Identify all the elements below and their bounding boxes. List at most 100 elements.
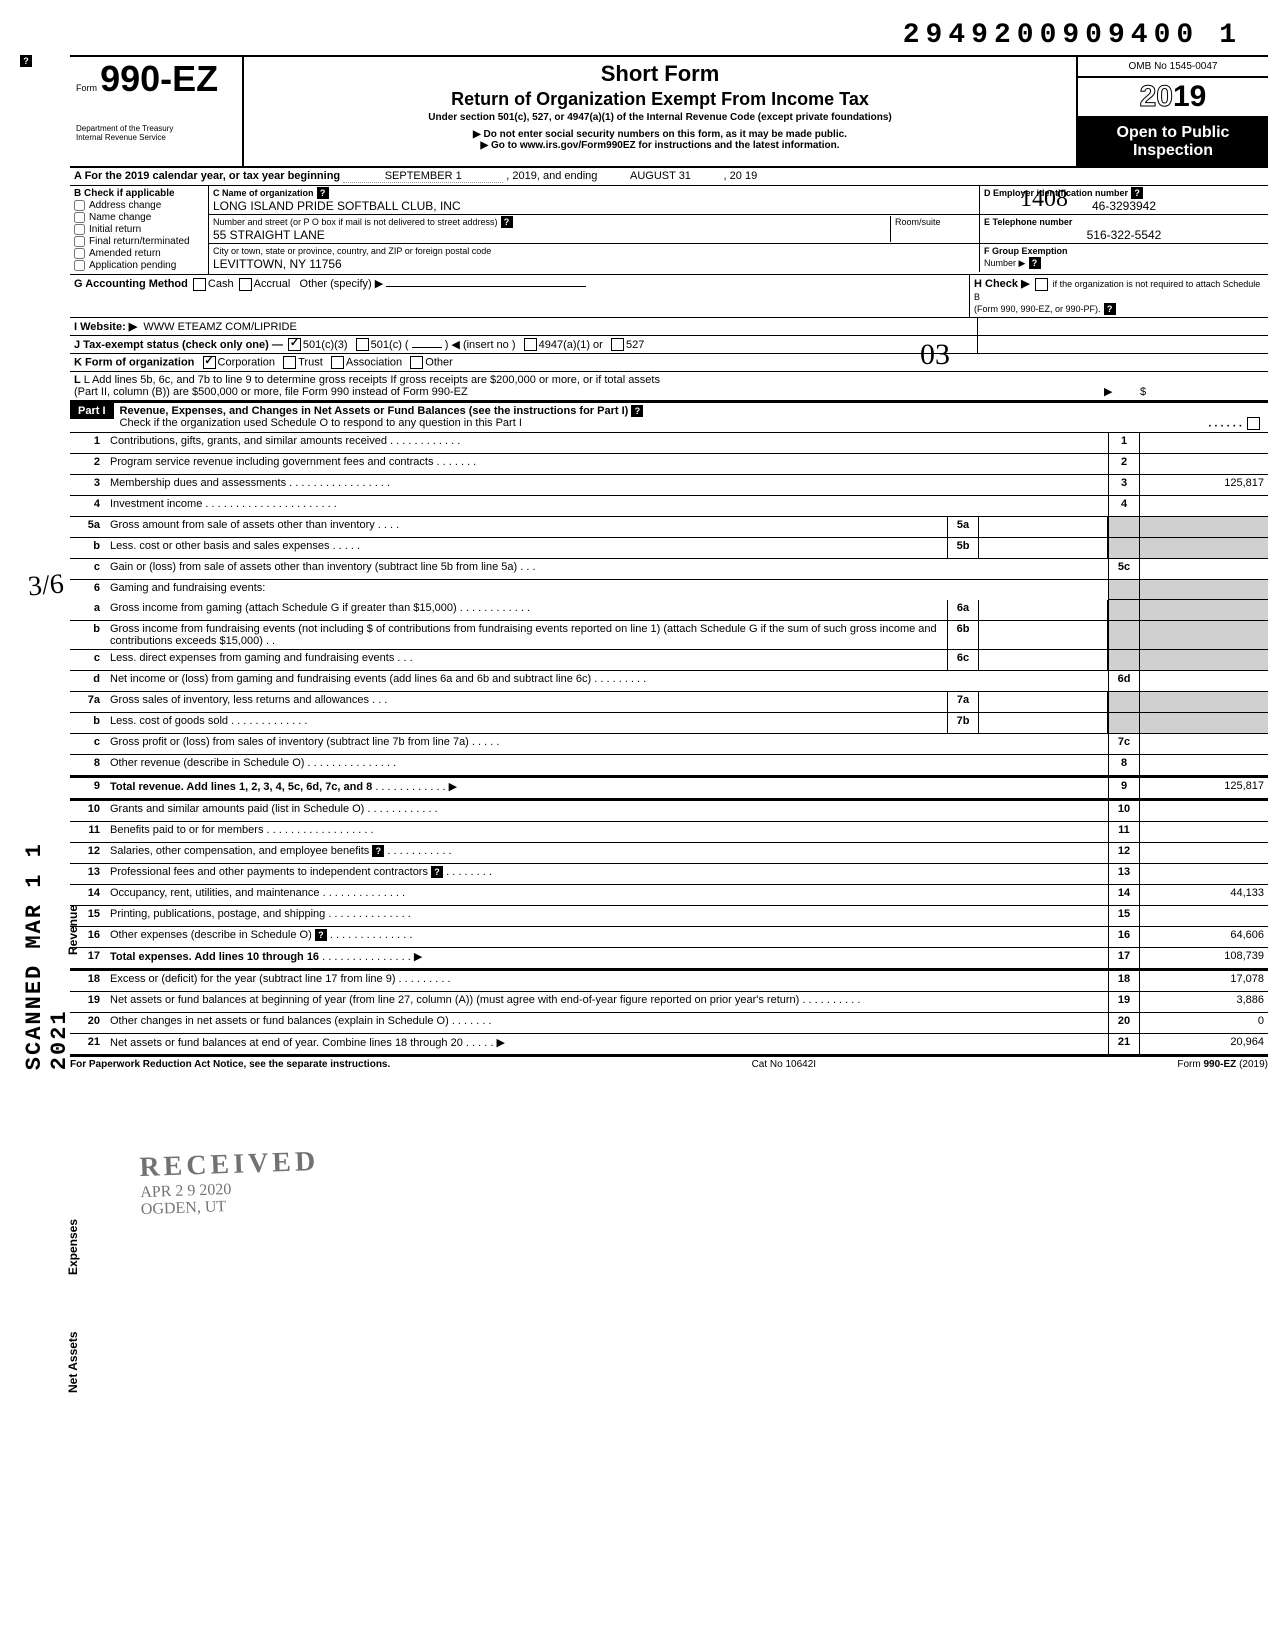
line-6a-value bbox=[979, 600, 1108, 620]
section-e-label: E Telephone number bbox=[984, 217, 1072, 227]
vertical-label-net-assets: Net Assets bbox=[66, 1293, 80, 1393]
line-7a: 7a Gross sales of inventory, less return… bbox=[70, 692, 1268, 713]
room-suite-label: Room/suite bbox=[895, 217, 941, 227]
part-1-title: Revenue, Expenses, and Changes in Net As… bbox=[120, 405, 629, 417]
cb-amended-return[interactable] bbox=[74, 248, 85, 259]
section-f-label: F Group Exemption bbox=[984, 246, 1068, 256]
line-9-value: 125,817 bbox=[1140, 778, 1268, 798]
cb-name-change[interactable] bbox=[74, 212, 85, 223]
line-6d-value bbox=[1140, 671, 1268, 691]
section-l-text1: L Add lines 5b, 6c, and 7b to line 9 to … bbox=[84, 374, 660, 386]
line-17-value: 108,739 bbox=[1140, 948, 1268, 968]
help-icon: ? bbox=[20, 55, 32, 67]
line-9: 9 Total revenue. Add lines 1, 2, 3, 4, 5… bbox=[70, 776, 1268, 799]
cb-corporation[interactable] bbox=[203, 356, 216, 369]
line-6: 6 Gaming and fundraising events: bbox=[70, 580, 1268, 600]
section-a-row: A For the 2019 calendar year, or tax yea… bbox=[70, 168, 1268, 186]
cb-other-org[interactable] bbox=[410, 356, 423, 369]
line-3-value: 125,817 bbox=[1140, 475, 1268, 495]
section-h-label: H Check ▶ bbox=[974, 278, 1030, 290]
line-4-value bbox=[1140, 496, 1268, 516]
help-icon: ? bbox=[317, 187, 329, 199]
line-20-value: 0 bbox=[1140, 1013, 1268, 1033]
line-5b-value bbox=[979, 538, 1108, 558]
line-1-value bbox=[1140, 433, 1268, 453]
help-icon: ? bbox=[1104, 303, 1116, 315]
cb-final-return[interactable] bbox=[74, 236, 85, 247]
line-16-value: 64,606 bbox=[1140, 927, 1268, 947]
tax-year-begin: SEPTEMBER 1 bbox=[343, 170, 503, 183]
line-21-value: 20,964 bbox=[1140, 1034, 1268, 1054]
cb-accrual[interactable] bbox=[239, 278, 252, 291]
line-19-value: 3,886 bbox=[1140, 992, 1268, 1012]
help-icon: ? bbox=[501, 216, 513, 228]
section-c-label: C Name of organization bbox=[213, 188, 314, 198]
line-10: 10 Grants and similar amounts paid (list… bbox=[70, 799, 1268, 822]
form-header: Form 990-EZ Department of the Treasury I… bbox=[70, 55, 1268, 168]
line-5c: c Gain or (loss) from sale of assets oth… bbox=[70, 559, 1268, 580]
line-4: ? 4 Investment income . . . . . . . . . … bbox=[70, 496, 1268, 517]
line-14: 14 Occupancy, rent, utilities, and maint… bbox=[70, 885, 1268, 906]
line-12-value bbox=[1140, 843, 1268, 863]
document-locator-number: 29492009094001 bbox=[20, 20, 1268, 51]
header-right: OMB No 1545-0047 2019 Open to Public Ins… bbox=[1078, 57, 1268, 166]
footer-cat-no: Cat No 10642I bbox=[752, 1059, 817, 1070]
instruction-1: ▶ Do not enter social security numbers o… bbox=[250, 129, 1070, 140]
footer-form-ref: Form 990-EZ (2019) bbox=[1177, 1059, 1268, 1070]
cb-527[interactable] bbox=[611, 338, 624, 351]
cb-application-pending[interactable] bbox=[74, 260, 85, 271]
tax-year-end-yy: 19 bbox=[745, 170, 757, 182]
line-7b-value bbox=[979, 713, 1108, 733]
line-18-value: 17,078 bbox=[1140, 971, 1268, 991]
cb-association[interactable] bbox=[331, 356, 344, 369]
help-icon: ? bbox=[431, 866, 443, 878]
line-6c-value bbox=[979, 650, 1108, 670]
help-icon: ? bbox=[631, 405, 643, 417]
line-3: ? 3 Membership dues and assessments . . … bbox=[70, 475, 1268, 496]
help-icon: ? bbox=[1131, 187, 1143, 199]
cb-address-change[interactable] bbox=[74, 200, 85, 211]
section-k-label: K Form of organization bbox=[74, 357, 194, 369]
open-to-public: Open to Public Inspection bbox=[1078, 118, 1268, 166]
cb-4947[interactable] bbox=[524, 338, 537, 351]
line-6a: a Gross income from gaming (attach Sched… bbox=[70, 600, 1268, 621]
section-l-text2: (Part II, column (B)) are $500,000 or mo… bbox=[74, 386, 468, 398]
line-15-value bbox=[1140, 906, 1268, 926]
cb-501c3[interactable] bbox=[288, 338, 301, 351]
footer-paperwork: For Paperwork Reduction Act Notice, see … bbox=[70, 1059, 390, 1070]
line-13: 13 Professional fees and other payments … bbox=[70, 864, 1268, 885]
cb-trust[interactable] bbox=[283, 356, 296, 369]
line-16: 16 Other expenses (describe in Schedule … bbox=[70, 927, 1268, 948]
line-8-value bbox=[1140, 755, 1268, 775]
line-5b: b Less. cost or other basis and sales ex… bbox=[70, 538, 1268, 559]
handwriting-1408: 1408 bbox=[1020, 186, 1068, 213]
line-6d: d Net income or (loss) from gaming and f… bbox=[70, 671, 1268, 692]
line-12: 12 Salaries, other compensation, and emp… bbox=[70, 843, 1268, 864]
telephone-value: 516-322-5542 bbox=[984, 228, 1264, 242]
line-7c-value bbox=[1140, 734, 1268, 754]
cb-501c[interactable] bbox=[356, 338, 369, 351]
omb-number: OMB No 1545-0047 bbox=[1078, 57, 1268, 78]
section-g-label: G Accounting Method bbox=[74, 278, 188, 290]
form-number-cell: Form 990-EZ Department of the Treasury I… bbox=[70, 57, 244, 166]
cb-schedule-o-part1[interactable] bbox=[1247, 417, 1260, 430]
tax-year: 2019 bbox=[1078, 78, 1268, 118]
cb-initial-return[interactable] bbox=[74, 224, 85, 235]
line-11: 11 Benefits paid to or for members . . .… bbox=[70, 822, 1268, 843]
line-17: 17 Total expenses. Add lines 10 through … bbox=[70, 948, 1268, 969]
cb-schedule-b[interactable] bbox=[1035, 278, 1048, 291]
handwriting-03: 03 bbox=[920, 338, 950, 372]
line-5c-value bbox=[1140, 559, 1268, 579]
handwriting-initial: 3/6 bbox=[27, 569, 65, 604]
cb-cash[interactable] bbox=[193, 278, 206, 291]
title-return: Return of Organization Exempt From Incom… bbox=[250, 89, 1070, 110]
received-stamp: RECEIVED APR 2 9 2020 OGDEN, UT bbox=[139, 1147, 321, 1219]
section-i-label: I Website: ▶ bbox=[74, 321, 137, 333]
form-number: 990-EZ bbox=[100, 58, 218, 99]
website-value: WWW ETEAMZ COM/LIPRIDE bbox=[143, 321, 296, 333]
org-name: LONG ISLAND PRIDE SOFTBALL CLUB, INC bbox=[213, 199, 461, 213]
section-f-label2: Number ▶ bbox=[984, 258, 1025, 268]
line-10-value bbox=[1140, 801, 1268, 821]
line-6b-value bbox=[979, 621, 1108, 649]
part-1-check-text: Check if the organization used Schedule … bbox=[120, 417, 522, 429]
